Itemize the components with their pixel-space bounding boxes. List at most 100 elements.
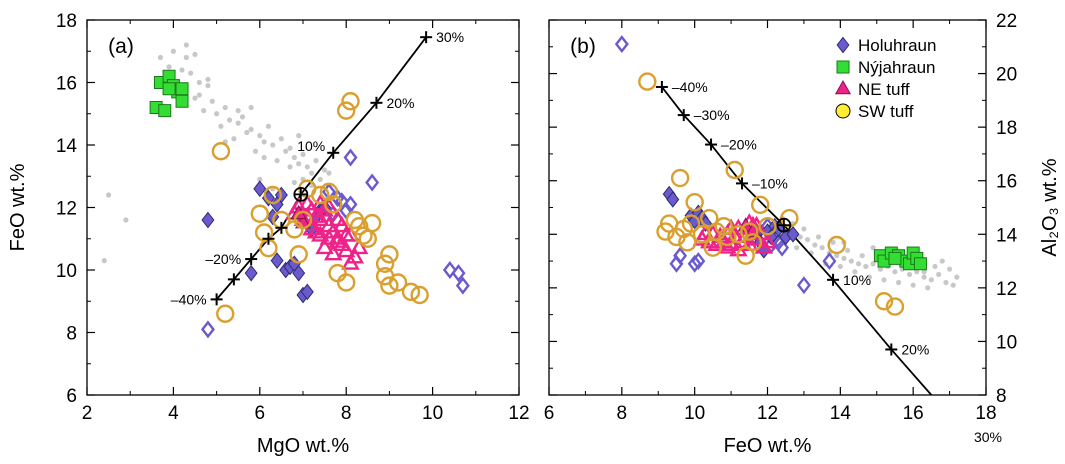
x-axis-title: MgO wt.% [257,435,349,457]
plot-area [101,31,470,339]
background-point [278,136,284,142]
background-point [946,266,953,272]
background-point [183,54,189,61]
mixing-label: –10% [752,175,788,191]
data-point-diamond [455,276,470,295]
background-point [797,234,803,240]
background-point [841,255,847,261]
panel-a: 2 4 6 8 10 12 6 8 10 12 14 16 18 MgO wt.% FeO wt.% (a) –… [7,11,530,457]
background-point [248,104,254,111]
legend-label: NE tuff [858,80,910,99]
background-point [326,170,332,176]
background-point [235,108,241,114]
y-tick-label: 12 [56,199,77,220]
background-point [925,285,931,291]
background-point [214,111,220,117]
data-point-triangle [718,237,737,254]
data-point-circle [681,214,701,233]
data-point-circle [743,233,763,252]
background-point [914,269,920,275]
background-point [239,114,246,120]
data-point-diamond [292,264,306,282]
data-point-diamond [253,180,267,198]
y-tick-label: 10 [996,332,1017,353]
mixing-line [661,86,933,395]
y-tick-label: 14 [56,136,78,157]
x-tick-label: 12 [757,403,778,424]
background-point [859,253,865,259]
data-point-circle [216,304,235,323]
data-point-square [913,257,927,271]
data-point-circle [337,101,356,120]
data-point-triangle [336,225,356,242]
data-point-circle [718,227,737,247]
data-point-diamond [666,191,680,208]
background-point [283,148,289,154]
data-point-circle [740,222,759,241]
data-point-circle [758,217,777,236]
legend-label: Nýjahraun [858,58,936,77]
background-point [196,79,202,86]
background-point [932,263,938,270]
data-point-circle [349,217,369,236]
y-tick-label: 22 [996,11,1017,32]
data-point-triangle [319,228,339,245]
background-point [830,239,836,245]
data-point-triangle [336,240,356,258]
data-point-circle [670,168,690,188]
background-point [954,274,960,280]
data-point-triangle [306,222,326,239]
background-point [235,120,241,126]
data-point-triangle [349,237,369,255]
y-tick-label: 8 [66,324,77,345]
background-point [921,269,927,275]
background-point [157,54,164,61]
legend-label: Holuhraun [858,36,936,55]
data-point-triangle [315,237,334,255]
data-point-circle [358,229,377,248]
data-point-circle [380,245,399,264]
data-point-square [158,104,172,118]
data-point-diamond [200,320,215,339]
background-point [845,247,851,253]
data-point-circle [729,225,748,244]
data-point-circle [211,142,231,161]
background-point [870,261,876,267]
x-tick-label: 6 [255,403,266,424]
data-point-circle [401,282,421,302]
data-point-circle [388,273,408,292]
background-point [248,126,254,132]
background-point [209,98,215,104]
background-point [274,158,280,164]
x-axis-title: FeO wt.% [724,435,812,457]
data-point-diamond [300,283,314,301]
background-point [231,136,237,142]
data-point-diamond [796,276,811,295]
mixing-label: –20% [721,137,757,153]
x-tick-label: 8 [341,403,352,424]
background-point [201,108,207,114]
background-point [943,279,949,286]
legend: Holuhraun Nýjahraun NE tuff SW tuff [834,36,936,121]
y-tick-label: 20 [996,65,1017,86]
background-point [881,277,887,283]
data-point-triangle [328,209,347,227]
mixing-end-label: 30% [974,429,1002,445]
data-point-circle [874,292,894,311]
y-tick-label: 8 [996,386,1007,407]
mixing-label: –40% [171,291,207,307]
background-point [205,76,211,82]
mixing-label: 10% [843,272,871,288]
data-point-circle [751,195,770,215]
mixing-label: 20% [901,341,929,357]
legend-marker-triangle [834,79,852,95]
background-point [855,261,862,267]
background-point [892,269,898,275]
data-point-circle [638,72,657,91]
background-point [101,258,107,264]
data-point-circle [780,209,799,228]
data-point-triangle [721,234,741,252]
mixing-label: 30% [436,29,464,45]
